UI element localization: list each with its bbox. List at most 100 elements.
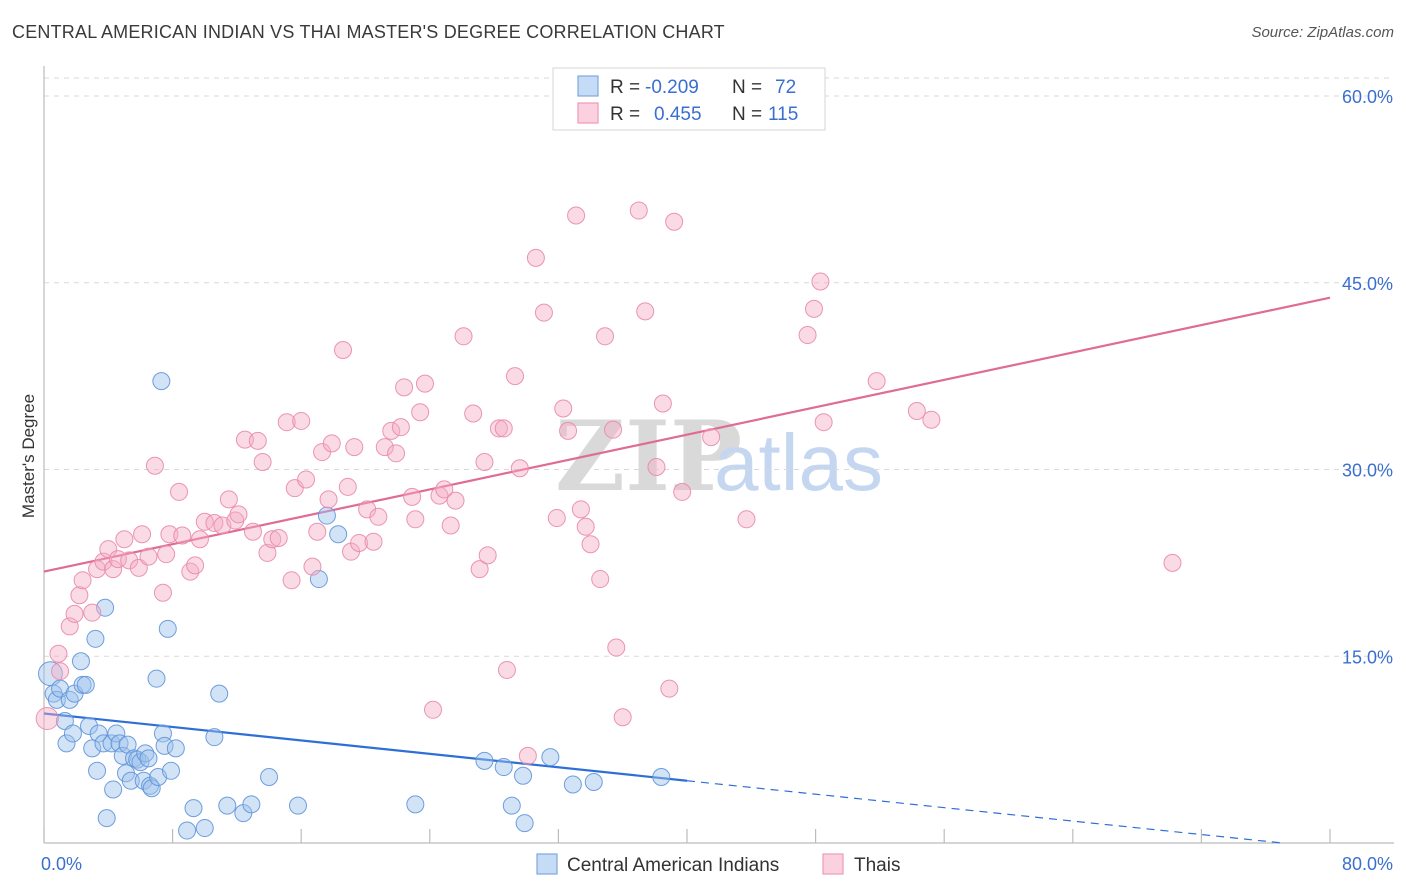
point-thai: [596, 327, 615, 346]
point-thai: [186, 556, 205, 575]
point-central-american-indian: [155, 736, 174, 755]
point-central-american-indian: [63, 724, 82, 743]
point-thai: [814, 413, 833, 432]
point-central-american-indian: [136, 744, 155, 763]
y-axis-label: Master's Degree: [19, 394, 38, 518]
point-thai: [446, 491, 465, 510]
legend-n-value-2: 115: [768, 104, 798, 125]
source-credit: Source: ZipAtlas.com: [1251, 24, 1394, 41]
point-thai: [441, 516, 460, 535]
legend-bottom-swatch-blue: [536, 853, 558, 875]
point-thai: [811, 272, 830, 291]
point-thai: [190, 530, 209, 549]
point-thai: [333, 340, 352, 359]
legend-bottom: Central American Indians Thais: [536, 853, 900, 876]
legend-n-value-1: 72: [775, 77, 796, 98]
point-thai: [526, 248, 545, 267]
point-thai: [292, 411, 311, 430]
point-central-american-indian: [195, 819, 214, 838]
point-thai: [195, 512, 214, 531]
point-thai: [153, 583, 172, 602]
legend-r-label-1: R =: [610, 77, 640, 98]
legend-n-label-2: N =: [732, 104, 762, 125]
trend-lines: [43, 296, 1331, 844]
point-thai: [567, 206, 586, 225]
legend-top: R = -0.209 N = 72 R = 0.455 N = 115: [552, 67, 826, 131]
point-thai: [478, 546, 497, 565]
point-thai: [345, 438, 364, 457]
point-thai: [319, 490, 338, 509]
point-thai: [604, 420, 623, 439]
point-central-american-indian: [161, 761, 180, 780]
grid: [44, 77, 1394, 657]
point-thai: [673, 482, 692, 501]
point-central-american-indian: [152, 372, 171, 391]
point-central-american-indian: [514, 766, 533, 785]
point-central-american-indian: [76, 675, 95, 694]
point-thai: [464, 404, 483, 423]
point-thai: [65, 604, 84, 623]
point-thai: [411, 403, 430, 422]
x-tick-label: 0.0%: [41, 854, 82, 874]
trend-line-extension: [686, 780, 1283, 844]
point-thai: [120, 551, 139, 570]
point-central-american-indian: [515, 814, 534, 833]
point-thai: [303, 557, 322, 576]
point-central-american-indian: [317, 506, 336, 525]
point-central-american-indian: [178, 821, 197, 840]
point-thai: [369, 507, 388, 526]
point-central-american-indian: [218, 796, 237, 815]
legend-bottom-label-1: Central American Indians: [567, 855, 779, 876]
axes: [43, 66, 1394, 844]
point-central-american-indian: [184, 799, 203, 818]
point-thai: [505, 367, 524, 386]
point-thai: [475, 453, 494, 472]
point-thai: [653, 394, 672, 413]
point-central-american-indian: [406, 795, 425, 814]
point-central-american-indian: [475, 751, 494, 770]
point-thai: [737, 510, 756, 529]
point-central-american-indian: [147, 669, 166, 688]
legend-r-value-1: -0.209: [645, 77, 699, 98]
point-central-american-indian: [83, 739, 102, 758]
point-thai: [867, 372, 886, 391]
point-thai: [104, 560, 123, 579]
point-thai: [73, 571, 92, 590]
point-central-american-indian: [60, 690, 79, 709]
point-thai: [922, 410, 941, 429]
point-central-american-indian: [502, 796, 521, 815]
trend-line-thais: [43, 296, 1331, 573]
point-thai: [559, 421, 578, 440]
point-thai: [387, 444, 406, 463]
point-thai: [51, 662, 70, 681]
point-central-american-indian: [113, 746, 132, 765]
point-thai: [406, 510, 425, 529]
point-thai: [415, 374, 434, 393]
chart-title: CENTRAL AMERICAN INDIAN VS THAI MASTER'S…: [12, 22, 725, 42]
point-central-american-indian: [494, 758, 513, 777]
point-thai: [607, 638, 626, 657]
x-tick-label: 80.0%: [1342, 854, 1393, 874]
point-central-american-indian: [210, 684, 229, 703]
point-thai: [403, 487, 422, 506]
point-thai: [99, 540, 118, 559]
point-thai: [395, 378, 414, 397]
point-central-american-indian: [288, 796, 307, 815]
point-thai: [497, 660, 516, 679]
point-central-american-indian: [57, 734, 76, 753]
point-central-american-indian: [205, 728, 224, 747]
point-thai: [547, 509, 566, 528]
point-thai: [581, 535, 600, 554]
point-thai: [665, 212, 684, 231]
point-central-american-indian: [166, 739, 185, 758]
point-thai: [139, 547, 158, 566]
point-central-american-indian: [80, 716, 99, 735]
point-thai: [219, 490, 238, 509]
point-thai: [253, 453, 272, 472]
point-central-american-indian: [47, 690, 66, 709]
legend-r-label-2: R =: [610, 104, 640, 125]
y-tick-label: 30.0%: [1342, 461, 1393, 481]
y-tick-label: 15.0%: [1342, 647, 1393, 667]
point-thai: [382, 421, 401, 440]
point-thai: [322, 434, 341, 453]
